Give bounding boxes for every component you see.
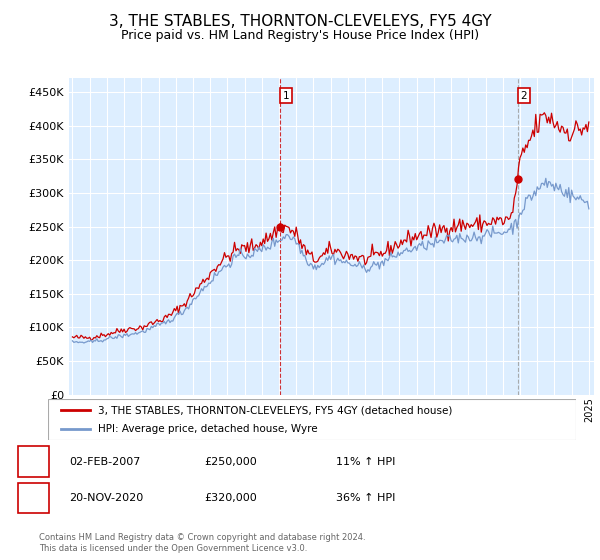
Text: 02-FEB-2007: 02-FEB-2007 bbox=[69, 456, 140, 466]
Text: HPI: Average price, detached house, Wyre: HPI: Average price, detached house, Wyre bbox=[98, 424, 318, 433]
Text: £320,000: £320,000 bbox=[204, 493, 257, 503]
Text: 1: 1 bbox=[30, 456, 37, 466]
Text: 1: 1 bbox=[283, 91, 290, 100]
Text: 3, THE STABLES, THORNTON-CLEVELEYS, FY5 4GY: 3, THE STABLES, THORNTON-CLEVELEYS, FY5 … bbox=[109, 14, 491, 29]
Text: £250,000: £250,000 bbox=[204, 456, 257, 466]
Text: 2: 2 bbox=[520, 91, 527, 100]
Text: Contains HM Land Registry data © Crown copyright and database right 2024.
This d: Contains HM Land Registry data © Crown c… bbox=[39, 533, 365, 553]
Text: 11% ↑ HPI: 11% ↑ HPI bbox=[336, 456, 395, 466]
Text: 2: 2 bbox=[30, 493, 37, 503]
Text: 20-NOV-2020: 20-NOV-2020 bbox=[69, 493, 143, 503]
Text: 3, THE STABLES, THORNTON-CLEVELEYS, FY5 4GY (detached house): 3, THE STABLES, THORNTON-CLEVELEYS, FY5 … bbox=[98, 405, 452, 415]
FancyBboxPatch shape bbox=[48, 399, 576, 440]
Text: Price paid vs. HM Land Registry's House Price Index (HPI): Price paid vs. HM Land Registry's House … bbox=[121, 29, 479, 42]
Text: 36% ↑ HPI: 36% ↑ HPI bbox=[336, 493, 395, 503]
